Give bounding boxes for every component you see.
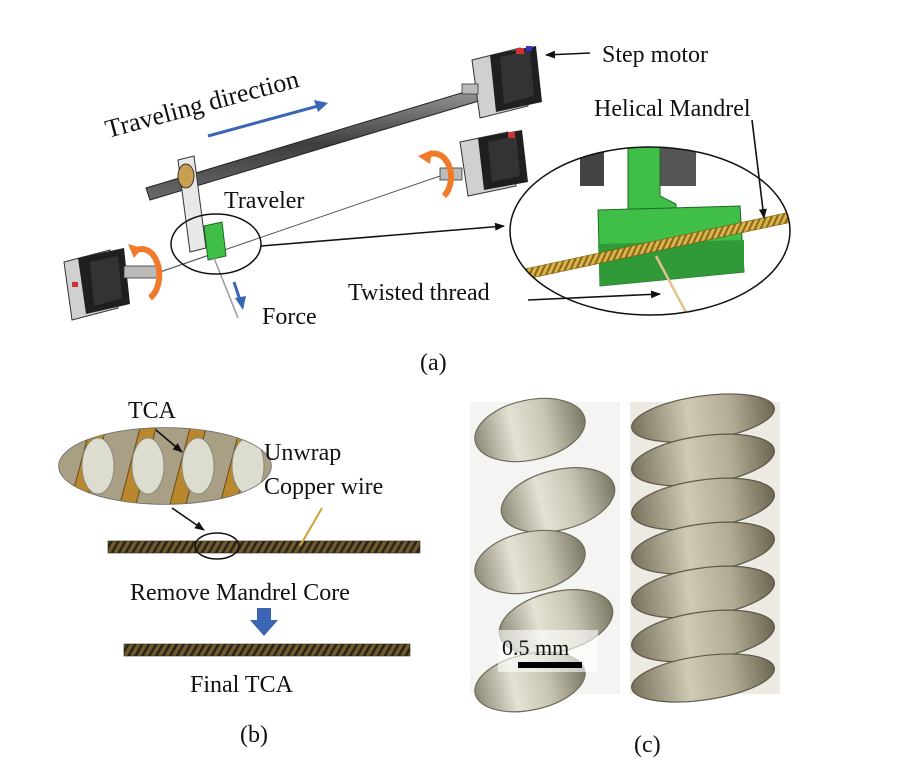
helical-mandrel-pointer	[751, 119, 767, 219]
traveling-direction-arrow	[207, 100, 328, 138]
tca-closeup-oval	[58, 427, 272, 505]
step-motor-pointer	[545, 50, 591, 59]
force-arrow	[232, 281, 246, 310]
rotation-arrow-middle-icon	[418, 150, 455, 199]
label-traveling-direction: Traveling direction	[102, 64, 302, 144]
tca-on-mandrel	[107, 507, 421, 554]
closeup-to-wire-pointer	[171, 507, 205, 531]
label-remove-mandrel-core: Remove Mandrel Core	[130, 580, 350, 606]
label-force: Force	[262, 304, 317, 330]
left-step-motor	[63, 248, 161, 321]
scale-bar-label: 0.5 mm	[502, 635, 569, 660]
panel-b: TCA Unwrap Copper wire Remove Mandrel Co…	[58, 398, 421, 748]
caption-b: (b)	[240, 722, 268, 748]
magnify-connector-line	[260, 222, 505, 247]
remove-core-down-arrow	[250, 608, 278, 636]
panel-c: 0.5 mm (c)	[470, 393, 780, 758]
twisted-thread-pointer	[527, 290, 661, 301]
label-final-tca: Final TCA	[190, 672, 294, 698]
tca-highlight-ellipse	[194, 532, 240, 560]
label-unwrap: Unwrap	[264, 440, 341, 466]
magnified-view	[509, 146, 791, 316]
micrograph-right	[626, 393, 780, 703]
final-tca-coil	[123, 643, 411, 657]
caption-c: (c)	[634, 732, 661, 758]
label-traveler: Traveler	[224, 188, 304, 214]
label-twisted-thread: Twisted thread	[348, 280, 490, 306]
scale-bar	[518, 662, 582, 668]
label-copper-wire: Copper wire	[264, 474, 383, 500]
label-tca: TCA	[128, 398, 177, 424]
top-step-motor	[461, 46, 542, 119]
thread-lines	[159, 175, 441, 273]
tca-label-pointer	[155, 429, 183, 453]
middle-step-motor	[439, 130, 528, 197]
traveler-highlight-ellipse	[170, 213, 262, 275]
panel-a: Traveling direction Step motor Helical M…	[63, 42, 791, 376]
label-step-motor: Step motor	[602, 42, 708, 68]
label-helical-mandrel: Helical Mandrel	[594, 96, 751, 122]
rotation-arrow-left-icon	[128, 244, 163, 301]
caption-a: (a)	[420, 350, 447, 376]
